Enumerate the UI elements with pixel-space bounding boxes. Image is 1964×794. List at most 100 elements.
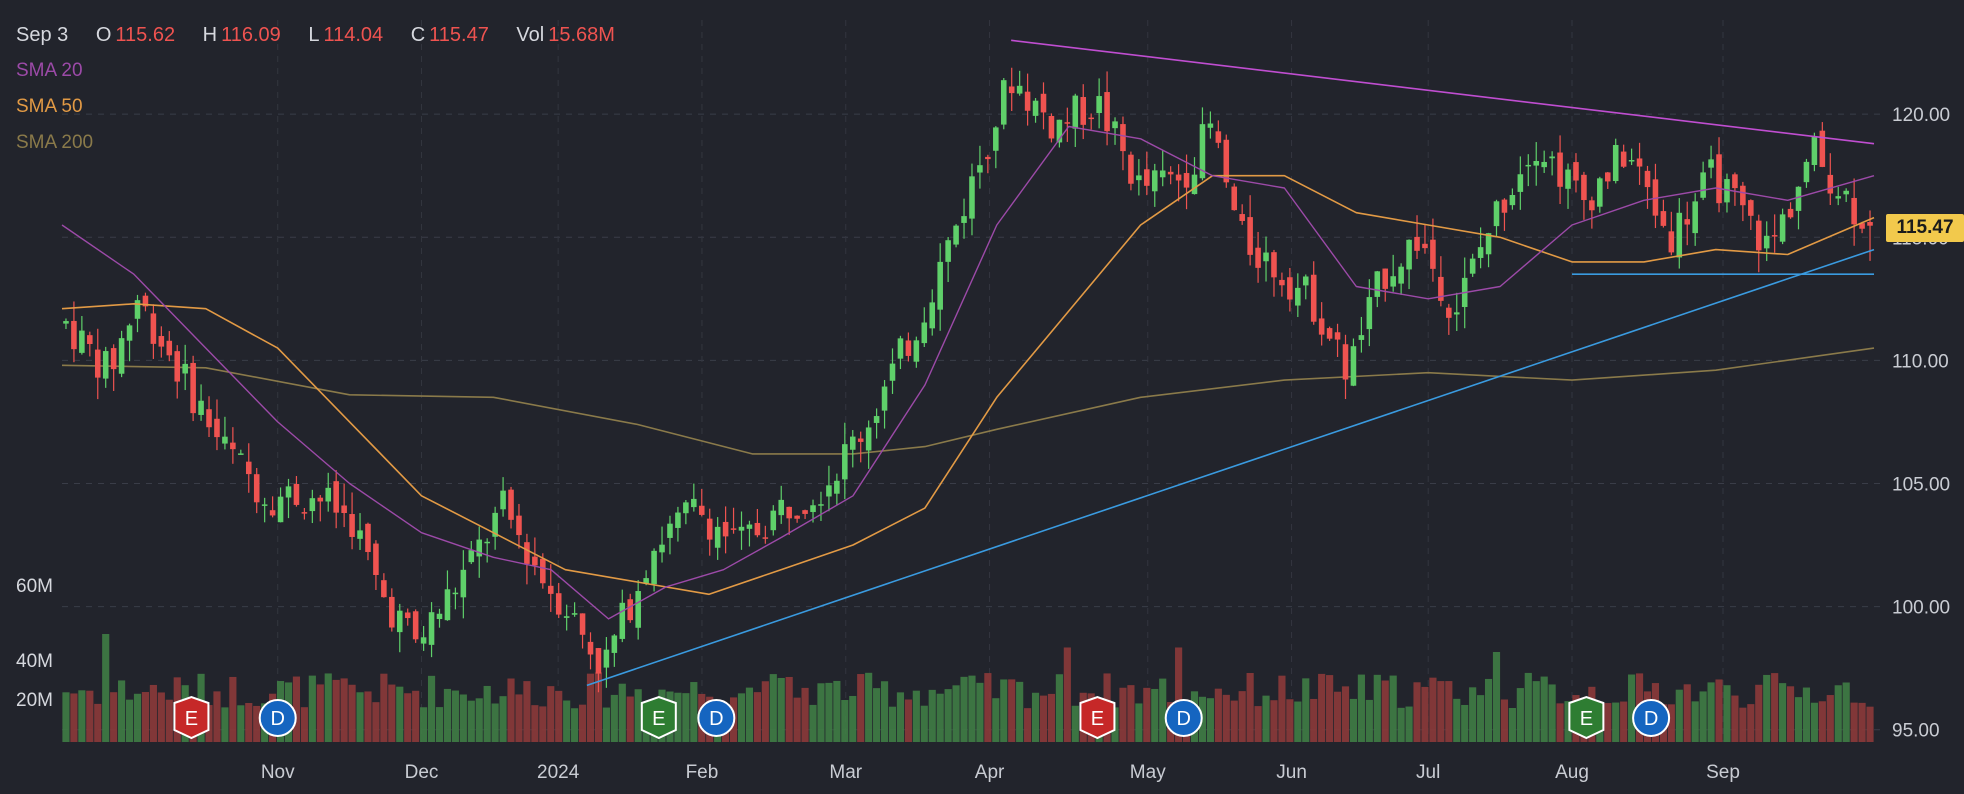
sma-50-legend[interactable]: SMA 50 (16, 96, 83, 117)
candle-body (1080, 97, 1087, 125)
volume-bar (1429, 677, 1437, 742)
volume-bar (1254, 706, 1262, 742)
candle-body (1509, 195, 1516, 206)
volume-bar (1715, 679, 1723, 742)
volume-bar (1063, 647, 1071, 742)
volume-bar (1477, 695, 1485, 742)
volume-bar (960, 676, 968, 742)
dividend-marker[interactable]: D (1164, 699, 1203, 737)
volume-bar (229, 676, 237, 742)
candle-body (87, 335, 93, 345)
volume-bar (1850, 702, 1858, 742)
volume-bar (634, 689, 642, 742)
candle-body (301, 512, 308, 514)
sma-50-line (61, 174, 1875, 596)
candle-body (1803, 161, 1810, 183)
volume-bar (356, 692, 364, 742)
dividend-marker[interactable]: D (1632, 699, 1671, 737)
candle-body (428, 612, 435, 645)
sma-200-legend[interactable]: SMA 200 (16, 132, 94, 153)
candle-body (547, 585, 554, 594)
candle-body (1215, 131, 1222, 143)
volume-bar (1405, 706, 1413, 742)
candle-body (261, 504, 268, 506)
candle-body (206, 409, 212, 428)
volume-bar (1421, 686, 1429, 742)
candle-body (1835, 196, 1842, 199)
volume-bar (1524, 672, 1532, 742)
candle-body (63, 321, 69, 324)
volume-bar (443, 688, 452, 742)
candle-body (738, 526, 745, 531)
volume-bar (300, 707, 308, 742)
candle-body (1016, 85, 1023, 94)
earnings-marker[interactable]: E (173, 695, 210, 740)
candle-body (460, 569, 467, 598)
volume-bar (1246, 672, 1254, 742)
volume-bar (1127, 685, 1135, 742)
candle-body (1597, 178, 1603, 207)
volume-bar (769, 674, 777, 742)
earnings-badge-shape (173, 695, 210, 740)
volume-bar (427, 675, 436, 742)
candle-body (1175, 174, 1182, 181)
candle-body (810, 505, 816, 513)
volume-bar (157, 692, 165, 742)
volume-bar (1333, 691, 1342, 742)
time-axis-label: Apr (975, 762, 1005, 783)
volume-bar (920, 705, 928, 742)
candle-body (969, 176, 975, 219)
sma-20-legend[interactable]: SMA 20 (16, 60, 83, 81)
candle-body (1398, 266, 1404, 284)
candle-body (452, 592, 459, 595)
candle-body (1589, 200, 1595, 211)
earnings-marker[interactable]: E (1079, 695, 1116, 740)
candle-body (277, 496, 284, 523)
candle-body (977, 165, 983, 173)
candle-body (706, 518, 713, 540)
volume-bar (118, 680, 126, 742)
candle-body (540, 558, 546, 584)
volume-bar (340, 678, 348, 742)
event-marker-label: E (1091, 708, 1104, 730)
dividend-marker[interactable]: D (697, 699, 736, 737)
volume-bar (1357, 674, 1365, 742)
earnings-marker[interactable]: E (640, 695, 677, 740)
volume-bar (1469, 687, 1477, 742)
volume-bar (1071, 705, 1079, 742)
candle-body (1771, 235, 1778, 237)
volume-bar (1500, 699, 1509, 742)
candle-body (1668, 231, 1675, 253)
candle-body (1295, 287, 1301, 306)
price-axis-label: 110.00 (1892, 351, 1949, 372)
time-axis-label: Mar (829, 762, 862, 783)
event-marker-label: D (1176, 708, 1190, 730)
candle-body (1843, 190, 1849, 195)
volume-bar (1222, 694, 1230, 742)
candle-body (373, 543, 379, 576)
time-axis-label: Feb (686, 762, 719, 783)
volume-bar (849, 695, 857, 742)
volume-bar (539, 706, 547, 742)
high-value: 116.09 (221, 24, 281, 46)
time-axis-label: Jun (1276, 762, 1307, 783)
volume-bar (1492, 652, 1501, 742)
candle-body (794, 515, 800, 519)
candle-body (1517, 174, 1524, 192)
volume-bar (1349, 698, 1358, 742)
candle-body (881, 386, 888, 411)
volume-bar (841, 700, 849, 742)
volume-bar (602, 707, 610, 742)
candle-body (1748, 200, 1754, 216)
dividend-marker[interactable]: D (258, 699, 297, 737)
volume-bar (1310, 698, 1318, 742)
candle-body (166, 340, 173, 356)
candles (63, 67, 1873, 693)
earnings-marker[interactable]: E (1568, 695, 1605, 740)
candle-body (1732, 174, 1738, 189)
candle-body (118, 338, 125, 374)
volume-bar (1413, 682, 1421, 742)
candle-body (1056, 119, 1063, 143)
